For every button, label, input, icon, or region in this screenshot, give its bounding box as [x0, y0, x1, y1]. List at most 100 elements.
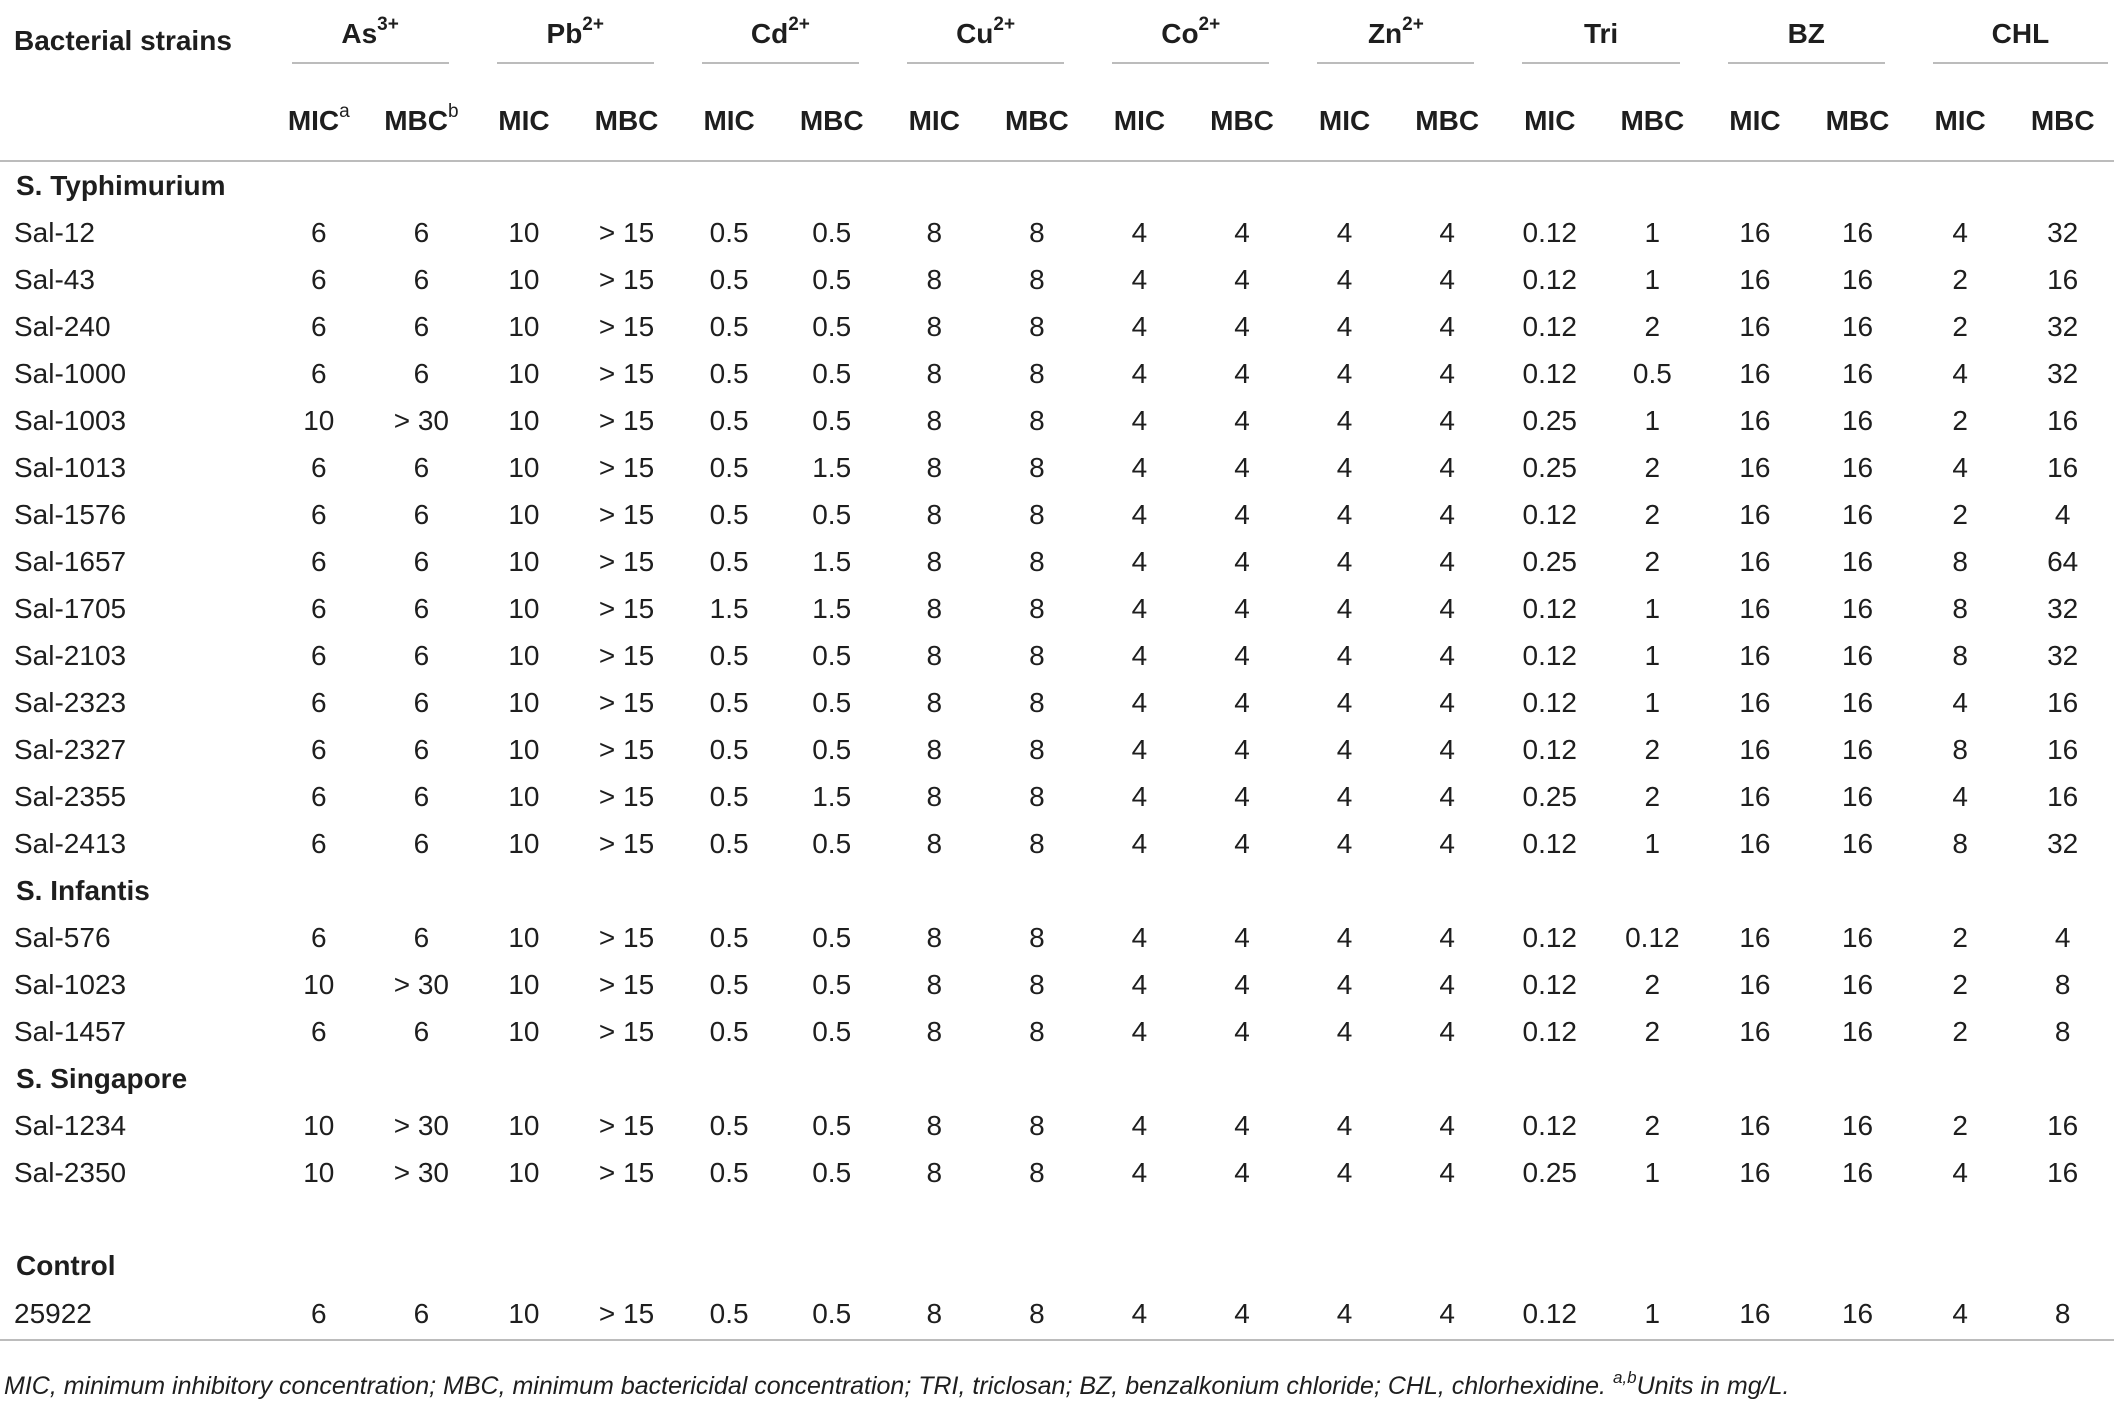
value-cell: 16 [1841, 357, 1874, 389]
value-cell: 0.5 [1632, 357, 1672, 389]
value-cell: > 15 [598, 357, 655, 389]
mbc-label: MBC [799, 105, 864, 136]
value-cell: 6 [311, 686, 327, 718]
value-cell: 4 [1234, 1109, 1250, 1141]
strain-name: Sal-12 [14, 216, 95, 248]
value-cell: 4 [1439, 780, 1455, 812]
value-cell: 4 [1088, 1289, 1191, 1341]
mic-label: MIC [1318, 105, 1371, 136]
value-cell: 4 [1336, 592, 1353, 624]
strain-name: Sal-2323 [14, 686, 127, 718]
value-cell: 8 [926, 639, 943, 671]
value-cell: 16 [1841, 686, 1874, 718]
value-cell: > 15 [598, 451, 655, 483]
value-cell: 16 [1841, 545, 1874, 577]
agent-charge: 2+ [788, 14, 810, 35]
value-cell: 8 [926, 404, 943, 436]
value-cell: 8 [1029, 1156, 1045, 1188]
value-cell: 6 [413, 780, 430, 812]
mbc-label: MBC [1004, 105, 1069, 136]
value-cell: 10 [508, 780, 540, 812]
value-cell: > 15 [598, 733, 655, 765]
value-cell: 16 [1739, 968, 1771, 1000]
value-cell: 4 [1336, 827, 1353, 859]
value-cell: 0.5 [812, 310, 852, 342]
value-cell: 16 [1739, 733, 1771, 765]
value-cell: 2 [1952, 921, 1968, 953]
value-cell: 8 [926, 733, 943, 765]
value-cell: 4 [1336, 1156, 1353, 1188]
value-cell: 0.5 [709, 451, 749, 483]
value-cell: 6 [311, 498, 327, 530]
value-cell: 1.5 [812, 451, 852, 483]
value-cell: > 30 [393, 1109, 449, 1141]
value-cell: 4 [1131, 451, 1148, 483]
value-cell: 4 [1908, 1289, 2012, 1341]
value-cell: 16 [1739, 1109, 1771, 1141]
value-cell: 8 [1029, 686, 1045, 718]
value-cell: 0.12 [1522, 498, 1578, 530]
value-cell: 16 [2047, 780, 2079, 812]
group-row: S. Singapore [0, 1055, 2114, 1102]
value-cell: 2 [1644, 780, 1661, 812]
table-row: Sal-2323 6 6 10 > 15 0.5 0.5 8 8 4 4 4 4 0.12 1 16 16 4 16 [0, 679, 2114, 726]
value-cell: 8 [926, 1109, 943, 1141]
value-cell: 0.12 [1522, 1015, 1578, 1047]
agent-name: Cd [750, 18, 789, 49]
value-cell: 2 [1644, 310, 1661, 342]
value-cell: 6 [267, 1289, 371, 1341]
table-row: Sal-1657 6 6 10 > 15 0.5 1.5 8 8 4 4 4 4 0.25 2 16 16 8 64 [0, 538, 2114, 585]
value-cell: 32 [2047, 639, 2079, 671]
value-cell: 2 [1644, 498, 1661, 530]
value-cell: 6 [413, 592, 430, 624]
value-cell: 4 [1336, 357, 1353, 389]
value-cell: 10 [508, 1015, 540, 1047]
mic-label: MIC [498, 105, 550, 136]
value-cell: 4 [1131, 639, 1148, 671]
mic-label: MIC [287, 105, 340, 136]
agent-name: Cu [956, 18, 994, 49]
agent-header: As3+ [268, 0, 473, 82]
value-cell: 10 [508, 263, 540, 295]
value-cell: 0.12 [1522, 921, 1578, 953]
value-cell: 16 [1739, 310, 1771, 342]
value-cell: 0.5 [812, 498, 852, 530]
value-cell: 4 [1439, 310, 1455, 342]
value-cell: 4 [1234, 545, 1250, 577]
mbc-header: MBC [2011, 82, 2114, 162]
table-row: Sal-12 6 6 10 > 15 0.5 0.5 8 8 4 4 4 4 0.12 1 16 16 4 32 [0, 209, 2114, 256]
spacer-cell [0, 1196, 2114, 1242]
strain-name: Sal-1657 [14, 545, 127, 577]
strain-name: Sal-240 [14, 310, 111, 342]
value-cell: 4 [1131, 1156, 1148, 1188]
agent-charge: 2+ [993, 14, 1016, 35]
value-cell: > 15 [598, 686, 655, 718]
value-cell: 4 [1234, 404, 1250, 436]
value-cell: 0.5 [709, 545, 749, 577]
value-cell: 4 [1395, 1289, 1499, 1341]
mbc-label: MBC [1620, 105, 1685, 136]
value-cell: 10 [508, 498, 540, 530]
value-cell: 6 [311, 639, 327, 671]
agent-header-label: Cu2+ [906, 15, 1065, 64]
mbc-header: MBCb [370, 82, 473, 162]
value-cell: 4 [2054, 498, 2071, 530]
value-cell: 8 [1029, 216, 1045, 248]
value-cell: 4 [1439, 686, 1455, 718]
value-cell: 4 [1131, 404, 1148, 436]
value-cell: 6 [413, 451, 430, 483]
value-cell: 4 [1131, 1109, 1148, 1141]
strain-column-header: Bacterial strains [14, 25, 232, 56]
value-cell: 32 [2047, 216, 2079, 248]
mbc-label: MBC [594, 105, 659, 136]
value-cell: 8 [926, 216, 943, 248]
value-cell: 0.5 [812, 686, 852, 718]
value-cell: > 15 [598, 1156, 655, 1188]
value-cell: 2 [1952, 263, 1968, 295]
value-cell: 4 [1131, 968, 1148, 1000]
value-cell: 4 [1952, 780, 1968, 812]
value-cell: 4 [1439, 921, 1455, 953]
strain-name: Sal-2103 [14, 639, 127, 671]
mbc-footnote-mark: b [447, 101, 459, 122]
value-cell: 0.25 [1522, 451, 1578, 483]
